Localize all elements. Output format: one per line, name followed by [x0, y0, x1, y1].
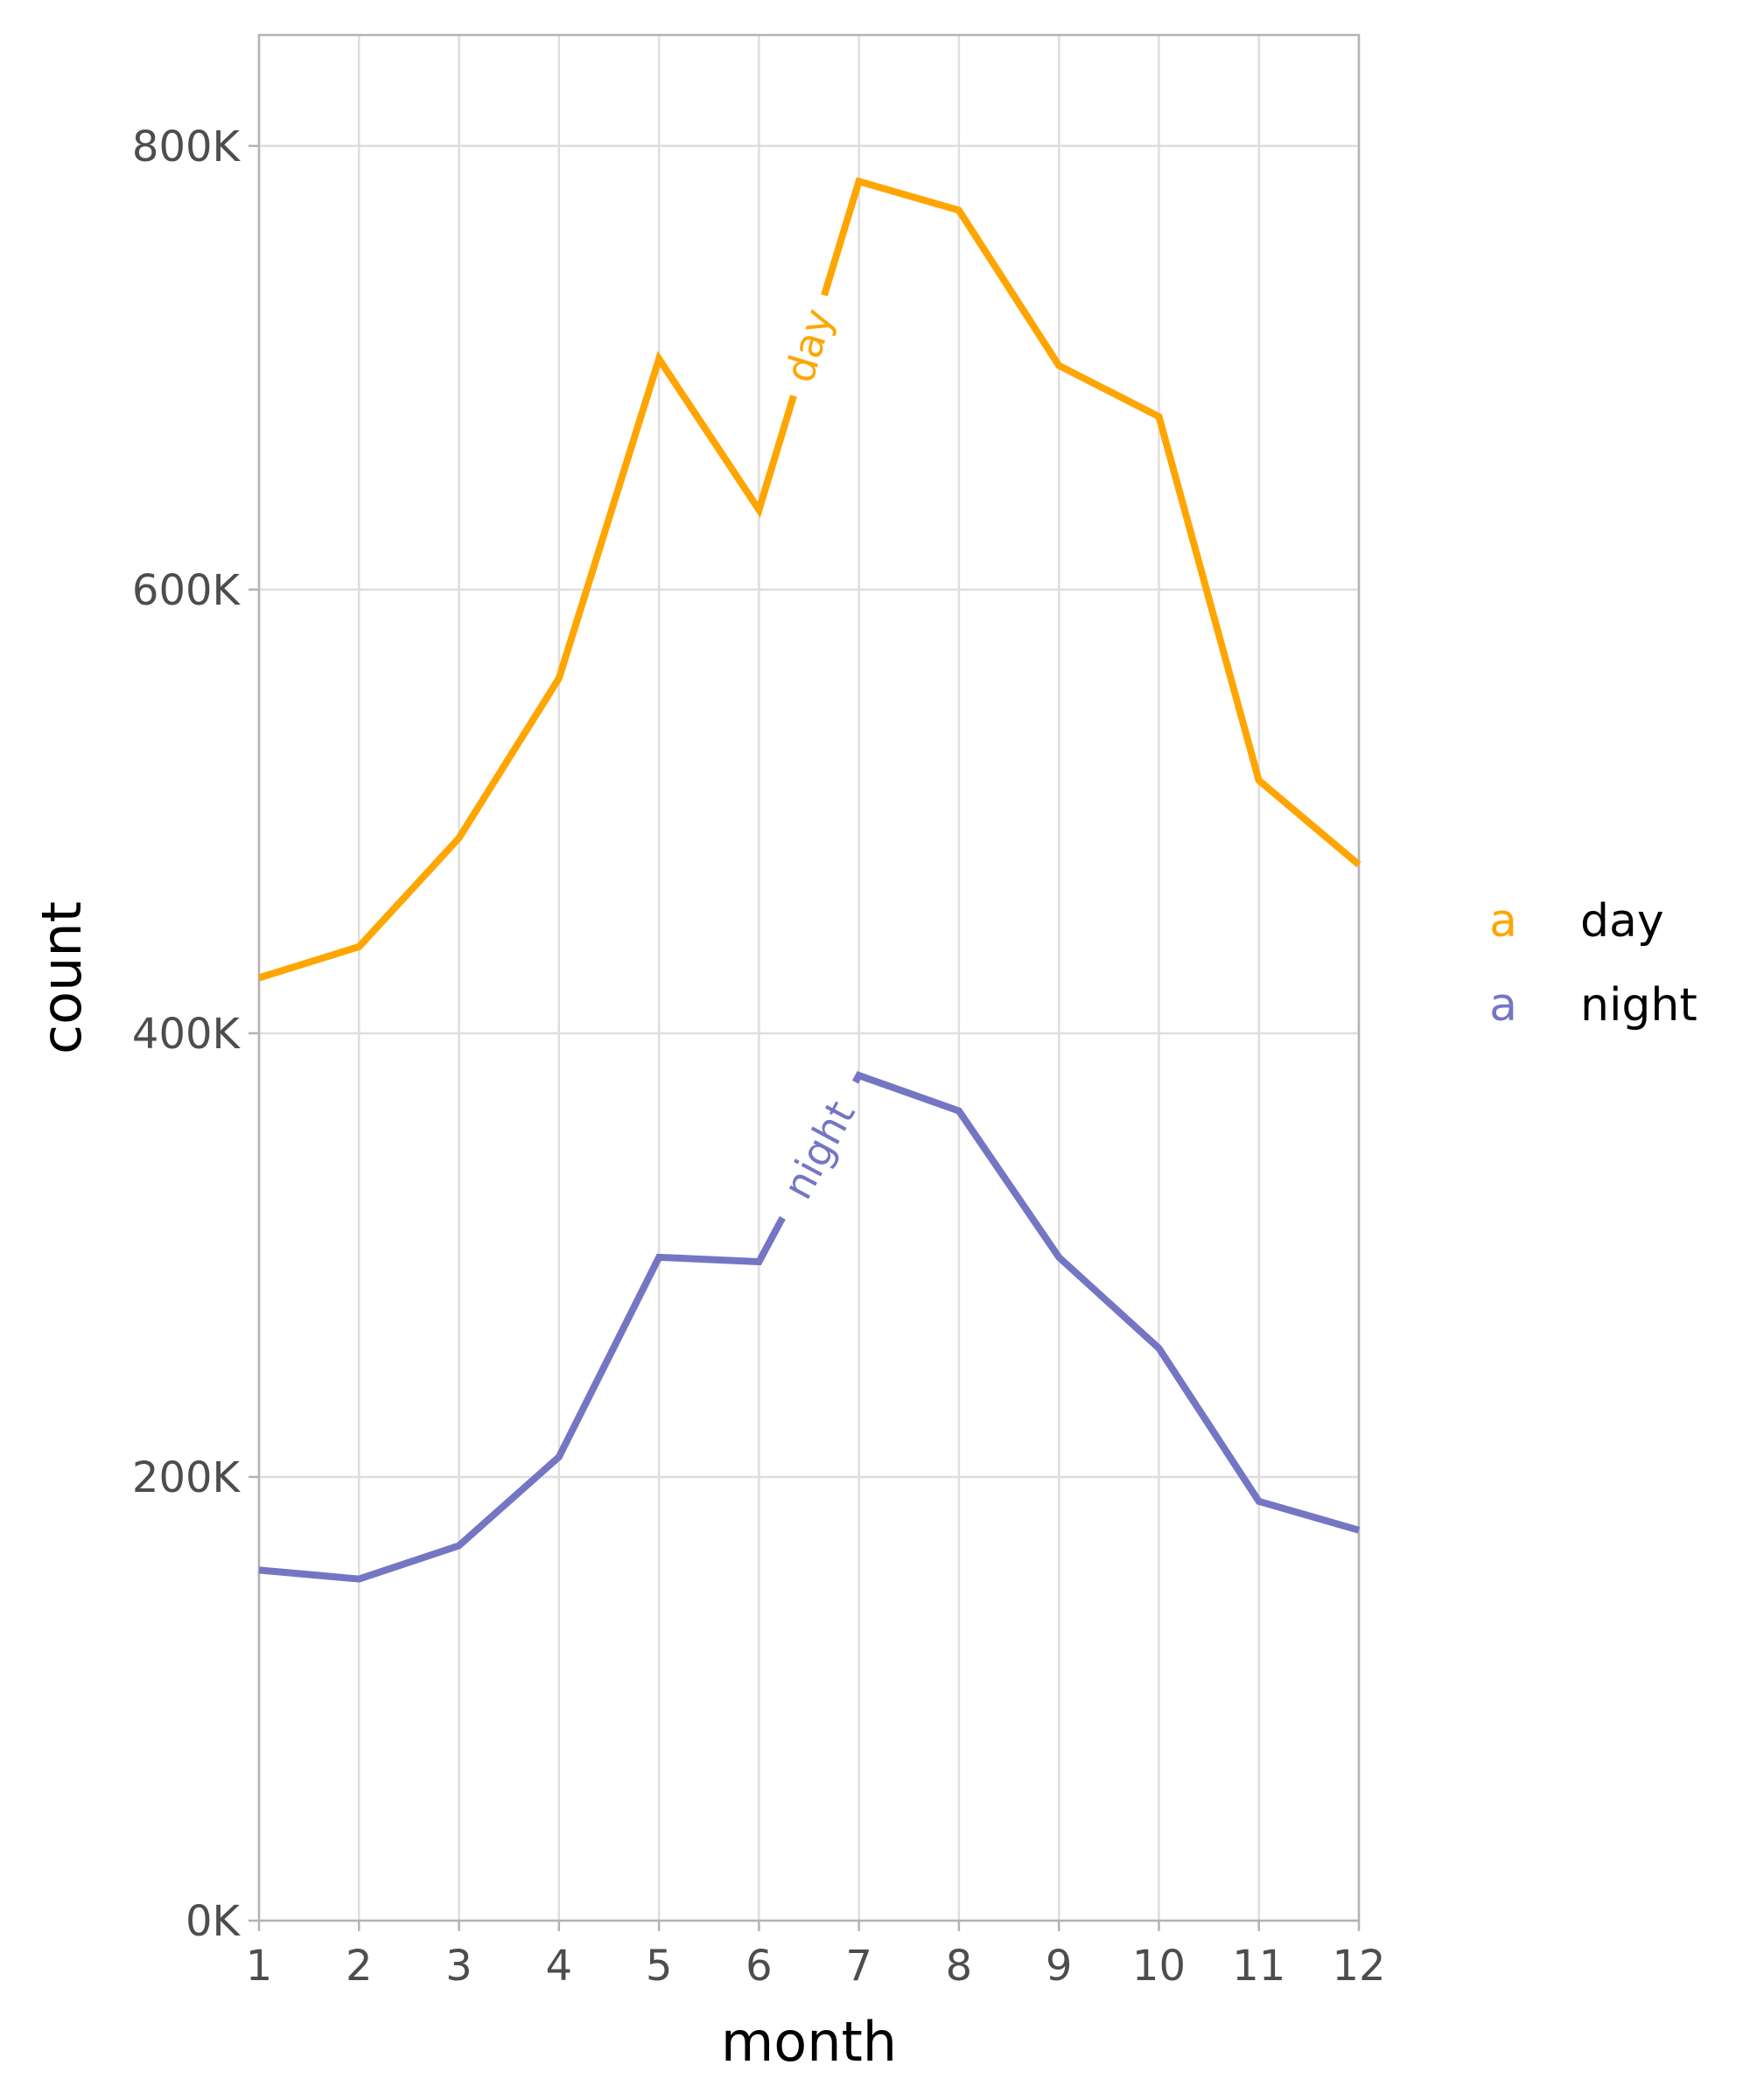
x-tick-label: 8: [946, 1942, 973, 1991]
x-tick-label: 6: [746, 1942, 773, 1991]
x-tick-label: 1: [246, 1942, 273, 1991]
series-line-day: [821, 177, 1362, 868]
x-tick-label: 4: [546, 1942, 573, 1991]
y-tick-label: 0K: [186, 1897, 242, 1946]
x-tick-label: 10: [1132, 1942, 1186, 1991]
x-tick-label: 7: [845, 1942, 872, 1991]
y-tick-label: 200K: [132, 1453, 242, 1502]
y-tick-label: 600K: [132, 566, 242, 615]
x-tick-label: 12: [1332, 1942, 1385, 1991]
legend-key: a: [1489, 895, 1517, 948]
y-axis-title: count: [30, 901, 94, 1054]
legend: a day a night: [1489, 895, 1698, 1032]
series-line-night: [851, 1071, 1361, 1534]
x-tick-label: 11: [1232, 1942, 1285, 1991]
series-line-day: [257, 350, 797, 982]
x-tick-label: 3: [445, 1942, 472, 1991]
series-line-night: [258, 1215, 786, 1583]
x-tick-label: 9: [1046, 1942, 1073, 1991]
legend-key: a: [1489, 979, 1517, 1032]
x-tick-label: 5: [646, 1942, 673, 1991]
legend-label: night: [1580, 979, 1698, 1032]
x-axis-title: month: [721, 2010, 897, 2074]
x-tick-label: 2: [346, 1942, 373, 1991]
y-tick-label: 800K: [132, 122, 242, 172]
y-tick-label: 400K: [132, 1010, 242, 1059]
legend-label: day: [1580, 895, 1664, 948]
